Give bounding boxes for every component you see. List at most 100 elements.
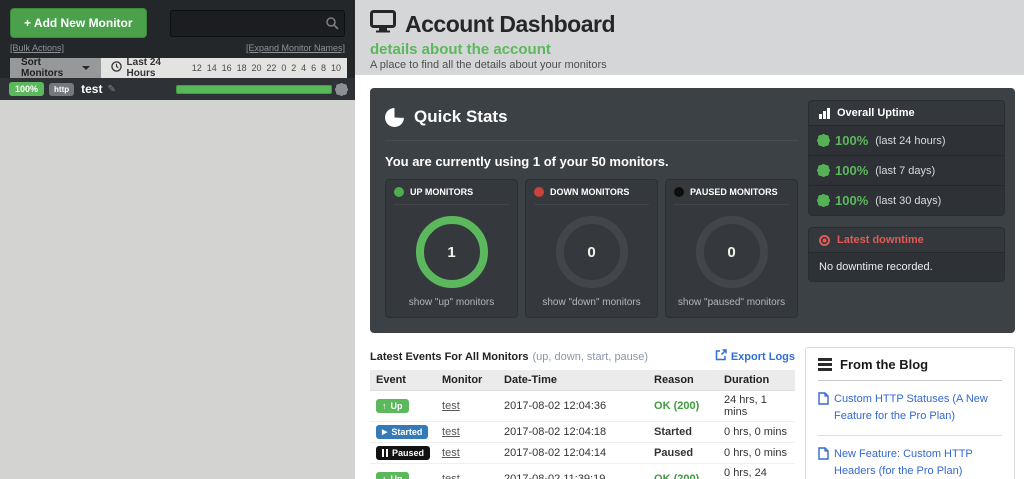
events-table: Event Monitor Date-Time Reason Duration … — [370, 370, 795, 479]
event-datetime: 2017-08-02 12:04:14 — [504, 447, 607, 459]
sort-monitors-label: Sort Monitors — [21, 57, 64, 79]
document-icon — [818, 447, 829, 460]
record-dot-icon — [819, 234, 830, 246]
sort-monitors-dropdown[interactable]: Sort Monitors — [10, 57, 101, 79]
started-icon — [382, 428, 387, 436]
list-icon — [818, 358, 832, 371]
overall-uptime-title: Overall Uptime — [837, 107, 915, 119]
up-icon — [382, 474, 387, 479]
event-duration: 0 hrs, 0 mins — [724, 426, 787, 438]
event-monitor-link[interactable]: test — [442, 426, 460, 438]
up-monitors-card: UP MONITORS 1 show "up" monitors — [385, 179, 518, 318]
bar-chart-icon — [819, 107, 830, 119]
col-event: Event — [370, 370, 437, 391]
sidebar-top-bar: + Add New Monitor [Bulk Actions] [Expand… — [0, 0, 355, 58]
latest-downtime-title: Latest downtime — [837, 234, 924, 246]
blog-post-link[interactable]: Custom HTTP Statuses (A New Feature for … — [818, 381, 1002, 437]
event-badge: Paused — [376, 446, 431, 460]
tick-label: 12 — [191, 63, 202, 73]
page-header: Account Dashboard details about the acco… — [355, 0, 1024, 75]
up-monitors-label: UP MONITORS — [410, 187, 474, 197]
main-content: Quick Stats You are currently using 1 of… — [355, 75, 1024, 479]
show-paused-monitors-link[interactable]: show "paused" monitors — [677, 297, 786, 308]
uptime-sidebar: Overall Uptime 100% (last 24 hours) 100%… — [808, 88, 1015, 333]
down-monitors-card: DOWN MONITORS 0 show "down" monitors — [525, 179, 658, 318]
tick-label: 14 — [206, 63, 217, 73]
monitor-search — [170, 9, 345, 37]
uptime-gear-icon — [819, 166, 828, 175]
event-label: Up — [390, 401, 403, 411]
page-description: A place to find all the details about yo… — [370, 59, 607, 71]
event-table-row: Up test 2017-08-02 12:04:36 OK (200) 24 … — [370, 390, 795, 422]
event-monitor-link[interactable]: test — [442, 400, 460, 412]
edit-icon[interactable]: ✎ — [107, 83, 116, 95]
down-monitors-label: DOWN MONITORS — [550, 187, 630, 197]
event-monitor-link[interactable]: test — [442, 447, 460, 459]
event-monitor-link[interactable]: test — [442, 473, 460, 479]
show-up-monitors-link[interactable]: show "up" monitors — [408, 297, 495, 308]
monitors-sidebar: + Add New Monitor [Bulk Actions] [Expand… — [0, 0, 355, 479]
uptime-row: 100% (last 30 days) — [809, 185, 1004, 215]
tick-label: 6 — [311, 63, 317, 73]
uptime-gear-icon — [819, 196, 828, 205]
export-icon — [715, 349, 727, 364]
event-duration: 0 hrs, 24 mins — [724, 467, 767, 479]
uptime-progress-bar — [176, 84, 332, 94]
blog-post-title: New Feature: Custom HTTP Headers (for th… — [834, 448, 973, 478]
event-table-row: Paused test 2017-08-02 12:04:14 Paused 0… — [370, 442, 795, 464]
downtime-message: No downtime recorded. — [809, 252, 1004, 281]
event-label: Started — [391, 427, 423, 437]
paused-icon — [382, 449, 388, 457]
col-datetime: Date-Time — [498, 370, 649, 391]
col-duration: Duration — [718, 370, 795, 391]
paused-status-dot-icon — [674, 187, 684, 197]
event-datetime: 2017-08-02 11:39:19 — [504, 473, 606, 479]
uptime-period: (last 30 days) — [875, 194, 942, 207]
from-the-blog-panel: From the Blog Custom HTTP Statuses (A Ne… — [805, 347, 1015, 479]
event-table-row: Started test 2017-08-02 12:04:18 Started… — [370, 421, 795, 443]
tick-label: 4 — [301, 63, 307, 73]
timeframe-selector[interactable]: Last 24 Hours — [101, 57, 192, 79]
event-duration: 24 hrs, 1 mins — [724, 394, 767, 418]
blog-items: Custom HTTP Statuses (A New Feature for … — [818, 381, 1002, 479]
event-badge: Started — [376, 425, 429, 439]
expand-monitor-names-link[interactable]: [Expand Monitor Names] — [245, 43, 345, 53]
tick-label: 20 — [251, 63, 262, 73]
uptime-badge: 100% — [9, 82, 45, 96]
up-status-dot-icon — [394, 187, 404, 197]
uptime-value: 100% — [835, 163, 869, 178]
blog-post-link[interactable]: New Feature: Custom HTTP Headers (for th… — [818, 436, 1002, 479]
timeframe-label: Last 24 Hours — [126, 57, 161, 79]
export-logs-link[interactable]: Export Logs — [715, 349, 795, 364]
monitor-display-icon — [370, 10, 396, 38]
event-badge: Up — [376, 472, 409, 479]
sidebar-empty-area — [0, 100, 355, 479]
event-label: Paused — [392, 448, 425, 458]
uptime-row: 100% (last 7 days) — [809, 155, 1004, 185]
paused-monitors-label: PAUSED MONITORS — [690, 187, 778, 197]
down-status-dot-icon — [534, 187, 544, 197]
page-title: Account Dashboard — [405, 10, 616, 37]
event-reason: Started — [654, 426, 692, 438]
event-reason: OK (200) — [654, 400, 700, 412]
events-title: Latest Events For All Monitors — [370, 350, 529, 363]
overall-uptime-rows: 100% (last 24 hours) 100% (last 7 days) … — [809, 125, 1004, 215]
add-new-monitor-button[interactable]: + Add New Monitor — [10, 8, 147, 38]
event-reason: Paused — [654, 447, 694, 459]
export-logs-label: Export Logs — [730, 350, 795, 363]
show-down-monitors-link[interactable]: show "down" monitors — [542, 297, 641, 308]
event-duration: 0 hrs, 0 mins — [724, 447, 787, 459]
monitor-row[interactable]: 100% http test ✎ — [0, 78, 355, 100]
search-input[interactable] — [170, 9, 345, 37]
pie-chart-icon — [385, 107, 404, 127]
tick-label: 0 — [281, 63, 287, 73]
latest-downtime-box: Latest downtime No downtime recorded. — [808, 227, 1005, 282]
uptime-value: 100% — [835, 133, 869, 148]
document-icon — [818, 392, 829, 405]
down-count-ring: 0 — [555, 216, 628, 288]
quick-stats-section: Quick Stats You are currently using 1 of… — [370, 88, 808, 333]
paused-count-ring: 0 — [695, 216, 768, 288]
bulk-actions-link[interactable]: [Bulk Actions] — [10, 43, 65, 53]
blog-post-title: Custom HTTP Statuses (A New Feature for … — [834, 393, 988, 423]
gear-icon[interactable] — [337, 84, 346, 94]
